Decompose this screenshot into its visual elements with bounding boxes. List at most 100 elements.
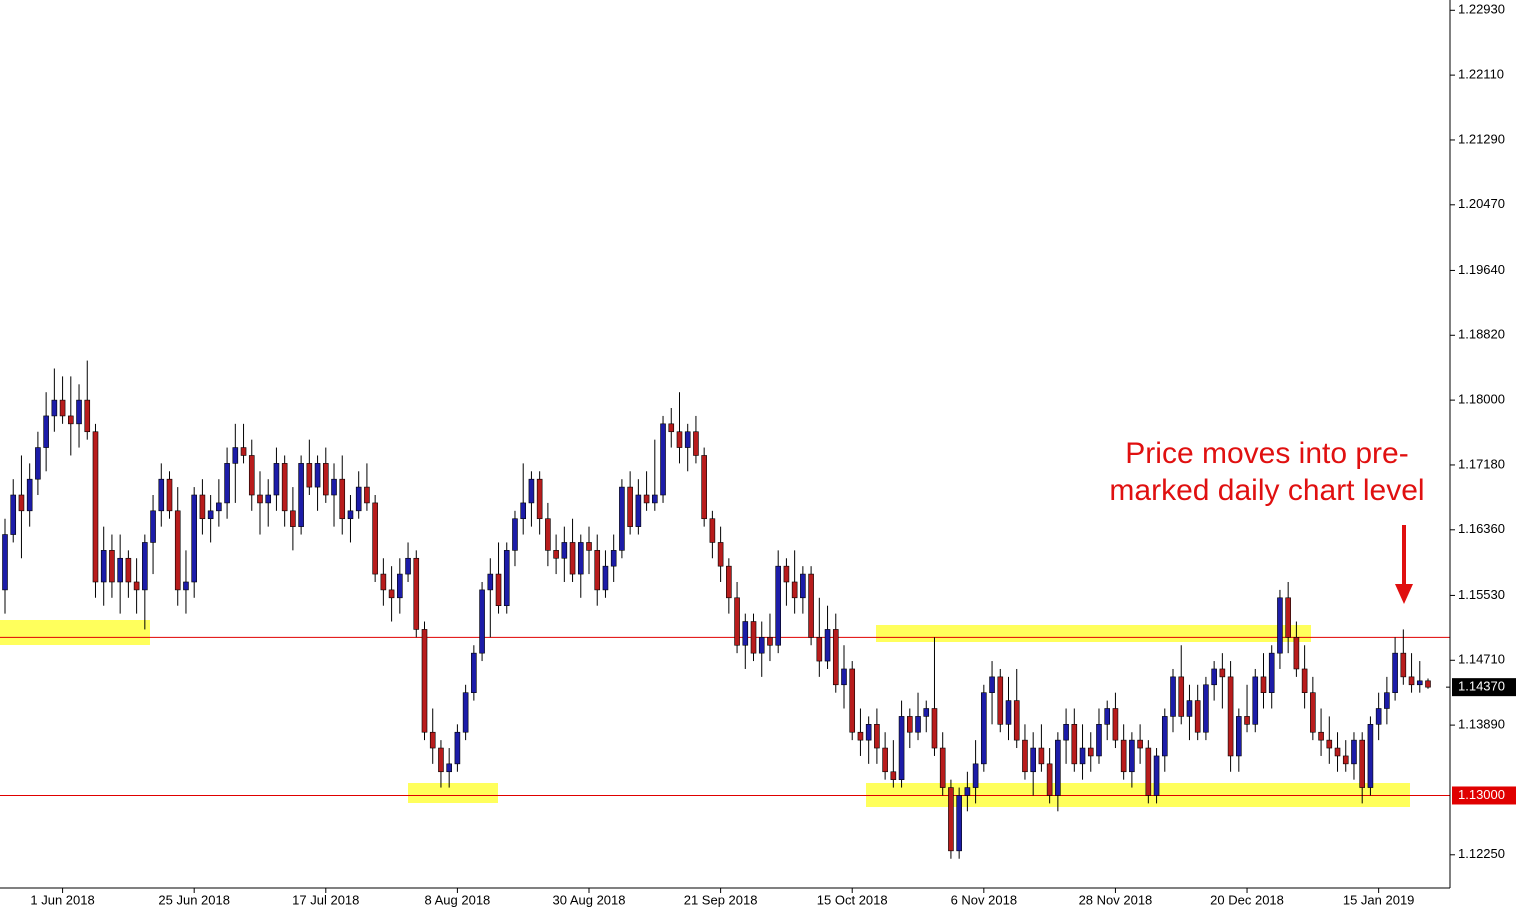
candle-body bbox=[800, 573, 806, 599]
candle-body bbox=[306, 463, 313, 488]
candle-body bbox=[668, 423, 675, 433]
candle-body bbox=[997, 676, 1004, 725]
candle-body bbox=[824, 629, 831, 662]
x-tick-label: 21 Sep 2018 bbox=[684, 892, 758, 907]
candle-body bbox=[1120, 739, 1127, 773]
x-tick-label: 1 Jun 2018 bbox=[30, 892, 94, 907]
candle-body bbox=[273, 463, 280, 496]
candle-body bbox=[808, 573, 814, 638]
candle-body bbox=[512, 518, 518, 551]
candle-body bbox=[446, 763, 452, 773]
candle-body bbox=[454, 731, 461, 765]
candle-body bbox=[643, 494, 650, 504]
candle-body bbox=[347, 510, 354, 520]
candle-body bbox=[405, 557, 411, 575]
current-price-tag bbox=[1452, 678, 1516, 697]
candle-body bbox=[528, 478, 535, 504]
candle-body bbox=[109, 550, 115, 583]
arrow-head bbox=[1395, 584, 1413, 604]
candle-body bbox=[832, 629, 839, 686]
candle-body bbox=[281, 463, 288, 512]
candle-body bbox=[503, 550, 510, 607]
x-tick-label: 17 Jul 2018 bbox=[292, 892, 359, 907]
candle-body bbox=[1137, 739, 1143, 749]
candle-body bbox=[2, 534, 8, 591]
candle-body bbox=[545, 518, 551, 551]
candle-body bbox=[133, 581, 140, 591]
y-tick-label: 1.18000 bbox=[1458, 392, 1505, 407]
candle-body bbox=[166, 478, 173, 512]
candle-body bbox=[364, 486, 370, 504]
candle-body bbox=[890, 771, 897, 780]
candle-body bbox=[1030, 747, 1036, 773]
annotation: marked daily chart level bbox=[1109, 474, 1424, 507]
candle-body bbox=[1301, 668, 1308, 693]
candle-body bbox=[1367, 724, 1374, 788]
candle-body bbox=[1071, 724, 1078, 765]
candle-body bbox=[561, 542, 568, 559]
candle-body bbox=[248, 455, 255, 496]
candle-body bbox=[989, 676, 995, 693]
candle-body bbox=[290, 510, 296, 527]
candle-body bbox=[1129, 739, 1135, 773]
candle-body bbox=[1236, 716, 1242, 757]
candle-body bbox=[158, 478, 165, 512]
candle-body bbox=[1096, 724, 1102, 757]
y-tick-label: 1.19640 bbox=[1458, 262, 1505, 277]
candle-body bbox=[1046, 763, 1053, 796]
candle-body bbox=[577, 542, 584, 575]
candle-body bbox=[1186, 700, 1193, 717]
candle-body bbox=[775, 565, 781, 646]
candle-body bbox=[35, 447, 41, 480]
candle-body bbox=[1359, 739, 1365, 788]
candle-body bbox=[627, 486, 633, 527]
candle-body bbox=[939, 747, 946, 788]
candle-body bbox=[1392, 652, 1398, 693]
annotation: Price moves into pre- bbox=[1125, 437, 1408, 470]
y-tick-label: 1.15530 bbox=[1458, 587, 1505, 602]
candle-body bbox=[1293, 637, 1300, 670]
candle-body bbox=[849, 668, 856, 733]
candle-body bbox=[602, 565, 609, 591]
candle-body bbox=[207, 510, 214, 520]
candle-body bbox=[1211, 668, 1217, 686]
candle-body bbox=[1161, 716, 1168, 757]
highlight-zone bbox=[0, 620, 150, 645]
candle-body bbox=[1425, 680, 1431, 688]
candle-body bbox=[1194, 700, 1201, 733]
candle-body bbox=[619, 486, 625, 551]
candle-body bbox=[117, 557, 123, 583]
candle-body bbox=[594, 550, 601, 591]
candle-body bbox=[1055, 739, 1061, 796]
candle-body bbox=[1063, 724, 1069, 741]
candle-body bbox=[397, 573, 403, 599]
candle-body bbox=[1351, 739, 1357, 765]
candle-body bbox=[1416, 680, 1423, 686]
candle-body bbox=[471, 652, 477, 693]
candle-body bbox=[232, 447, 239, 464]
candle-body bbox=[76, 399, 82, 425]
current-price-label: 1.14370 bbox=[1458, 679, 1505, 694]
candle-body bbox=[199, 494, 206, 520]
candle-body bbox=[142, 542, 148, 591]
candle-body bbox=[742, 621, 749, 646]
candle-body bbox=[216, 502, 222, 512]
candle-body bbox=[874, 724, 880, 749]
candle-body bbox=[684, 431, 691, 448]
candle-body bbox=[26, 478, 33, 512]
candle-body bbox=[923, 708, 930, 717]
candle-body bbox=[1260, 676, 1267, 693]
y-tick-label: 1.20470 bbox=[1458, 196, 1505, 211]
level-tag bbox=[1452, 786, 1516, 805]
candle-body bbox=[791, 581, 798, 599]
candle-body bbox=[1326, 739, 1333, 749]
candle-body bbox=[92, 431, 99, 583]
candle-body bbox=[314, 463, 321, 488]
x-tick-label: 20 Dec 2018 bbox=[1210, 892, 1284, 907]
candle-body bbox=[972, 763, 979, 788]
candle-body bbox=[265, 494, 272, 504]
candle-body bbox=[701, 455, 707, 520]
candle-body bbox=[865, 724, 872, 741]
candle-body bbox=[586, 542, 592, 551]
